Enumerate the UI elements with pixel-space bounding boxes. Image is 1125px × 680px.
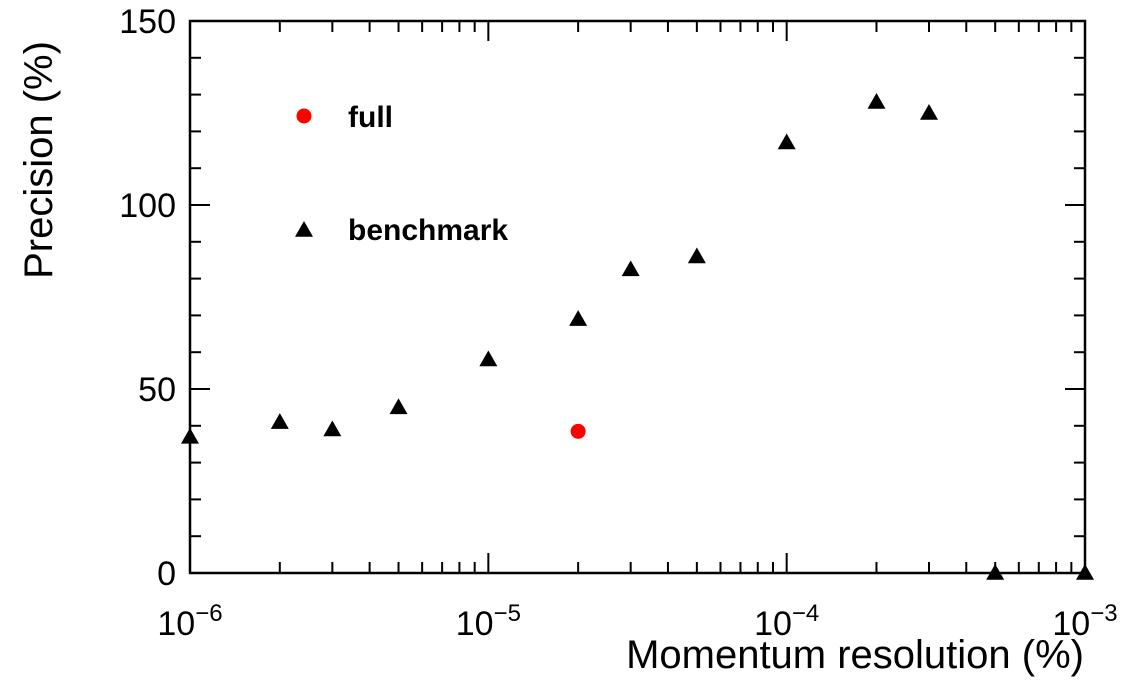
y-tick-label: 100: [119, 187, 176, 225]
y-tick-label: 150: [119, 3, 176, 41]
benchmark-point: [621, 260, 640, 277]
axis-ticks: [189, 20, 1086, 574]
benchmark-point: [867, 92, 886, 109]
benchmark-point: [777, 133, 796, 150]
legend-marker-benchmark: [295, 221, 313, 237]
benchmark-point: [270, 413, 289, 429]
x-axis-title: Momentum resolution (%): [626, 633, 1084, 677]
legend-label-full: full: [348, 101, 393, 134]
x-tick-label: 10−3: [1052, 600, 1117, 643]
full-point: [570, 423, 586, 439]
benchmark-point: [986, 564, 1005, 580]
y-tick-label: 50: [138, 371, 176, 409]
legend: full benchmark: [295, 101, 508, 247]
y-tick-label: 0: [157, 555, 176, 593]
x-tick-label: 10−5: [456, 600, 521, 643]
data-points: [181, 92, 1094, 580]
x-tick-label: 10−4: [754, 600, 819, 643]
axis-tick-labels: 10−6 10−5 10−4 10−3 0 50 100 150: [119, 3, 1117, 643]
benchmark-point: [181, 427, 199, 444]
benchmark-point: [920, 104, 939, 120]
legend-label-benchmark: benchmark: [348, 214, 508, 247]
benchmark-point: [569, 310, 588, 326]
benchmark-point: [479, 350, 498, 367]
y-axis-title: Precision (%): [17, 41, 61, 279]
benchmark-point: [389, 398, 408, 415]
benchmark-point: [1076, 564, 1094, 580]
benchmark-point: [687, 247, 706, 264]
legend-marker-full: [296, 108, 312, 124]
x-tick-label: 10−6: [157, 600, 222, 643]
plot-frame: [188, 19, 1087, 575]
benchmark-point: [323, 420, 342, 437]
